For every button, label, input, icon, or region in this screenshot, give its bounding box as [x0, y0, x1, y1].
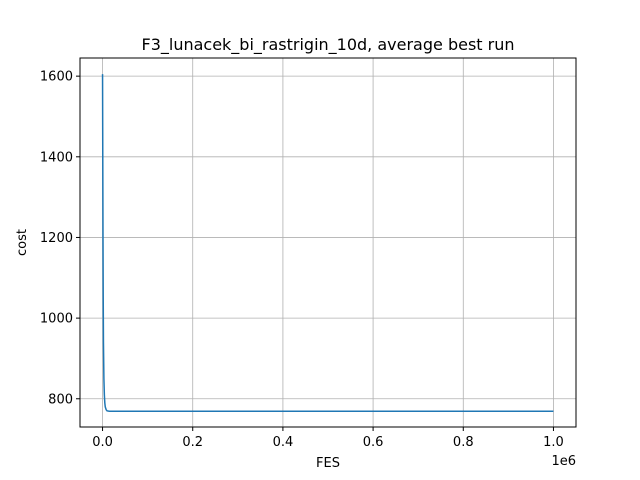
series-layer — [101, 74, 554, 413]
x-axis-label: FES — [316, 456, 340, 471]
x-tick-label: 0.6 — [363, 435, 384, 450]
y-axis-label: cost — [15, 229, 30, 256]
x-tick-label: 0.2 — [182, 435, 203, 450]
y-tick-label: 1600 — [40, 70, 73, 85]
grid-lines — [80, 58, 576, 427]
y-tick-label: 800 — [48, 392, 73, 407]
x-tick-label: 1.0 — [543, 435, 564, 450]
series-line-0 — [101, 74, 554, 413]
tick-marks: 0.0 0.2 0.4 0.6 0.8 1.0 800 1000 1200 1400 1600 — [40, 70, 564, 450]
x-tick-label: 0.8 — [453, 435, 474, 450]
plot-frame — [79, 57, 577, 428]
y-tick-label: 1200 — [40, 231, 73, 246]
x-tick-label: 0.4 — [273, 435, 294, 450]
y-tick-label: 1000 — [40, 312, 73, 327]
x-tick-label: 0.0 — [92, 435, 113, 450]
x-axis-offset-label: 1e6 — [551, 454, 576, 469]
chart-title: F3_lunacek_bi_rastrigin_10d, average bes… — [141, 35, 514, 55]
y-tick-label: 1400 — [40, 150, 73, 165]
